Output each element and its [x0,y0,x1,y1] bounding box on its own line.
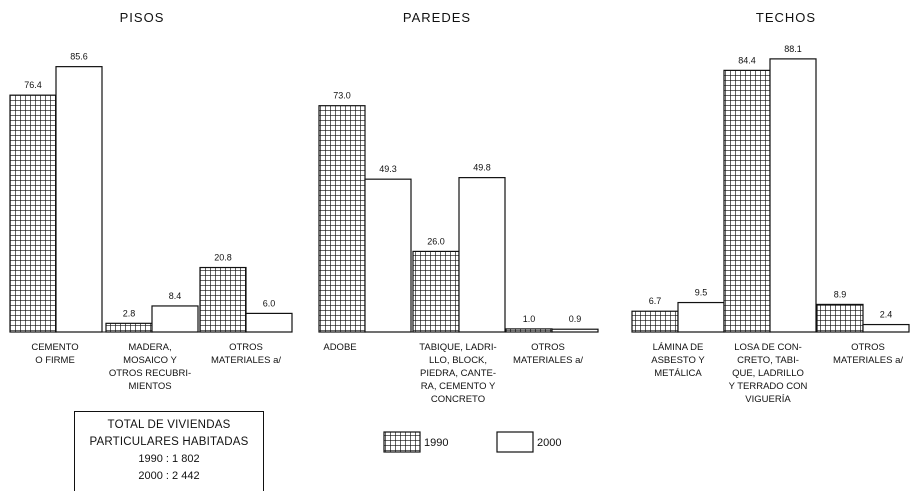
bar-2000 [862,323,910,333]
bar-2000 [55,66,103,333]
data-label: 84.4 [738,55,756,65]
bar-1990 [505,328,553,333]
category-label: METÁLICA [654,368,702,379]
category-label: RA, CEMENTO Y [421,381,496,392]
bar-1990 [318,105,366,333]
category-label: ADOBE [323,342,356,353]
category-label: LÁMINA DE [653,342,704,353]
category-label: MATERIALES a/ [833,355,903,366]
total-box-line-1: TOTAL DE VIVIENDAS [107,419,231,431]
data-label: 8.4 [169,291,182,301]
category-label: OTROS [851,342,885,353]
category-label: PIEDRA, CANTE- [420,368,496,379]
total-dwellings-box: TOTAL DE VIVIENDAS PARTICULARES HABITADA… [74,411,264,491]
data-label: 85.6 [70,52,88,62]
total-box-line-4: 2000 : 2 442 [138,470,200,482]
data-label: 1.0 [523,314,536,324]
category-label: ASBESTO Y [651,355,705,366]
category-label: CEMENTO [31,342,78,353]
data-label: 2.8 [123,308,136,318]
data-label: 6.0 [263,298,276,308]
panel-title: PAREDES [403,10,471,25]
panel-0: PISOS 76.4 85.6 CEMENTO O FIRME 2.8 8.4 MADERA,… [9,10,293,392]
category-label: QUE, LADRILLO [732,368,804,379]
total-box-line-3: 1990 : 1 802 [138,453,200,465]
bar-2000 [458,177,506,333]
category-label: LOSA DE CON- [734,342,802,353]
category-label: MADERA, [128,342,171,353]
bar-1990 [9,94,57,333]
data-label: 49.3 [379,164,397,174]
bar-1990 [816,303,864,333]
data-label: 2.4 [880,310,893,320]
panel-title: TECHOS [756,10,816,25]
category-label: MIENTOS [128,381,171,392]
data-label: 26.0 [427,236,445,246]
data-label: 88.1 [784,44,802,54]
category-label: LLO, BLOCK, [429,355,487,366]
legend-label-1990: 1990 [424,437,448,449]
bar-2000 [245,312,293,333]
bar-2000 [551,328,599,333]
bar-2000 [364,178,412,333]
bar-2000 [677,301,725,333]
category-label: CRETO, TABI- [737,355,799,366]
bar-1990 [105,322,153,333]
data-label: 76.4 [24,80,42,90]
category-label: OTROS [531,342,565,353]
bar-2000 [151,305,199,333]
panel-1: PAREDES 73.0 49.3 ADOBE 26.0 49.8 TABIQUE, LAD… [318,10,599,405]
bar-1990 [412,250,460,333]
data-label: 73.0 [333,91,351,101]
category-label: VIGUERÍA [745,394,791,405]
category-label: MATERIALES a/ [513,355,583,366]
legend-swatch-2000 [496,431,534,453]
data-label: 8.9 [834,289,847,299]
data-label: 9.5 [695,288,708,298]
category-label: OTROS [229,342,263,353]
category-label: OTROS RECUBRI- [109,368,191,379]
category-label: Y TERRADO CON [729,381,808,392]
category-label: MOSAICO Y [123,355,177,366]
panel-title: PISOS [120,10,165,25]
data-label: 0.9 [569,314,582,324]
category-label: O FIRME [35,355,75,366]
category-label: TABIQUE, LADRI- [419,342,496,353]
data-label: 6.7 [649,296,662,306]
bar-1990 [631,310,679,333]
data-label: 49.8 [473,163,491,173]
total-box-line-2: PARTICULARES HABITADAS [89,436,249,448]
bar-1990 [199,266,247,333]
legend-label-2000: 2000 [537,437,561,449]
category-label: MATERIALES a/ [211,355,281,366]
bar-2000 [769,58,817,333]
bar-1990 [723,69,771,333]
legend-swatch-1990 [383,431,421,453]
category-label: CONCRETO [431,394,485,405]
data-label: 20.8 [214,253,232,263]
panel-2: TECHOS 6.7 9.5 LÁMINA DE ASBESTO Y METÁLICA 84… [631,10,910,405]
